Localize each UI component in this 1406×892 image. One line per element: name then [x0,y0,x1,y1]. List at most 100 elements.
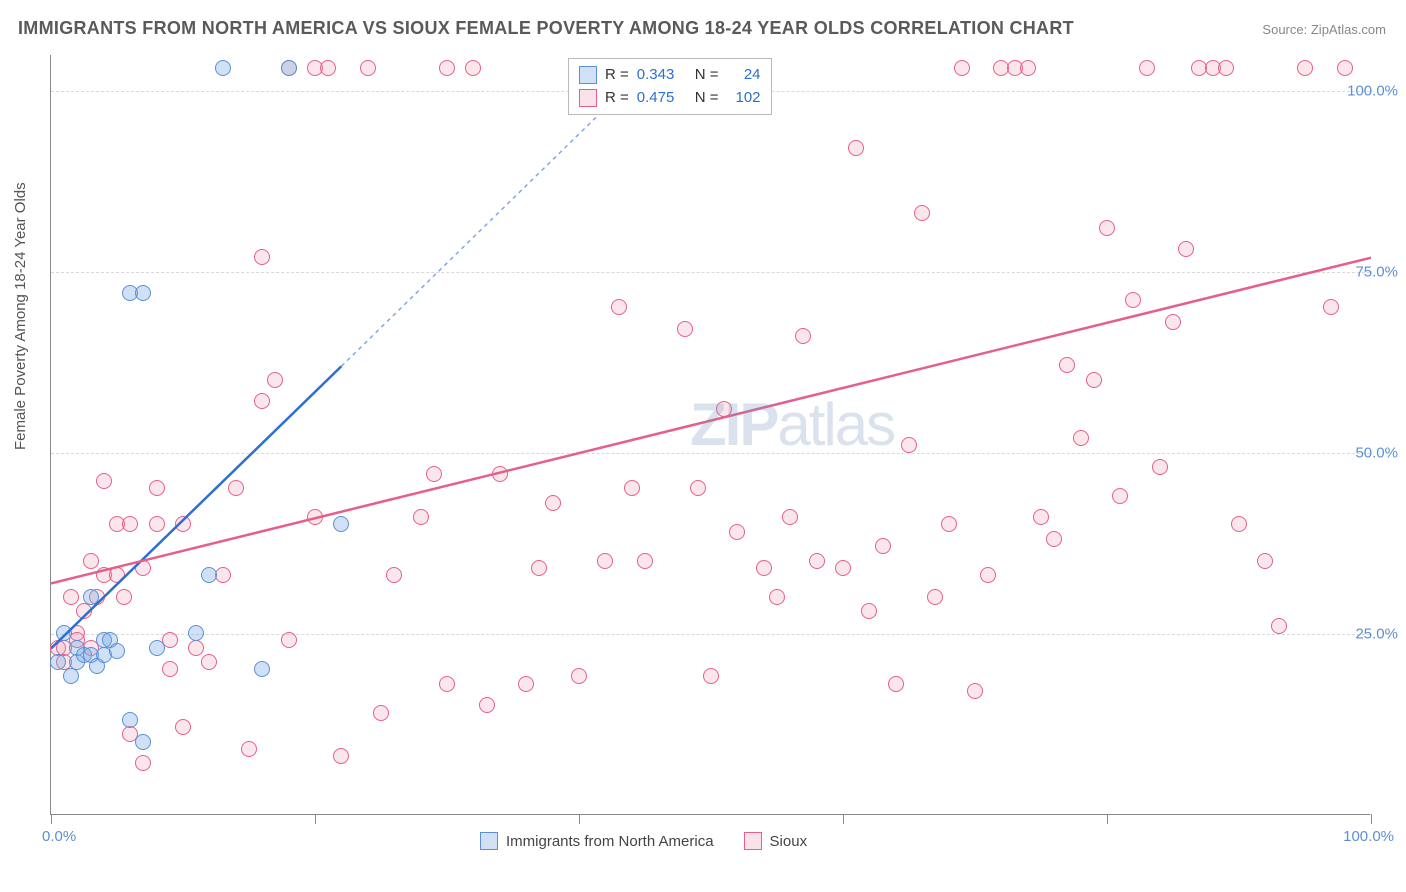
data-point [677,321,693,337]
data-point [307,509,323,525]
data-point [1337,60,1353,76]
legend-stat-row: R = 0.343 N = 24 [579,64,761,87]
data-point [1231,516,1247,532]
data-point [188,640,204,656]
data-point [201,567,217,583]
legend-n-value: 24 [727,64,761,87]
legend-swatch [480,832,498,850]
legend-n-value: 102 [727,87,761,110]
legend-r-value: 0.343 [637,64,687,87]
watermark: ZIPatlas [690,390,894,459]
data-point [109,643,125,659]
legend-r-label: R = [605,87,629,110]
data-point [967,683,983,699]
trend-line [51,366,341,648]
data-point [1257,553,1273,569]
data-point [201,654,217,670]
data-point [861,603,877,619]
data-point [624,480,640,496]
data-point [756,560,772,576]
data-point [254,249,270,265]
data-point [848,140,864,156]
data-point [63,589,79,605]
data-point [149,480,165,496]
data-point [83,553,99,569]
chart-title: IMMIGRANTS FROM NORTH AMERICA VS SIOUX F… [18,18,1074,39]
legend-n-label: N = [695,64,719,87]
source-attribution: Source: ZipAtlas.com [1262,22,1386,37]
data-point [175,516,191,532]
data-point [254,393,270,409]
data-point [809,553,825,569]
data-point [135,285,151,301]
data-point [1218,60,1234,76]
legend-item: Sioux [744,832,808,850]
data-point [135,755,151,771]
data-point [875,538,891,554]
data-point [56,625,72,641]
x-tick-label-right: 100.0% [1343,828,1394,845]
x-tick [51,814,52,824]
data-point [927,589,943,605]
data-point [888,676,904,692]
data-point [109,567,125,583]
data-point [571,668,587,684]
x-tick-label-left: 0.0% [42,828,76,845]
data-point [50,654,66,670]
data-point [1139,60,1155,76]
data-point [122,516,138,532]
legend-r-label: R = [605,64,629,87]
data-point [1099,220,1115,236]
legend-series-label: Immigrants from North America [506,833,714,850]
data-point [1059,357,1075,373]
x-tick [843,814,844,824]
data-point [228,480,244,496]
data-point [1271,618,1287,634]
source-label: Source: [1262,22,1307,37]
data-point [241,741,257,757]
data-point [267,372,283,388]
data-point [941,516,957,532]
data-point [545,495,561,511]
data-point [901,437,917,453]
data-point [254,661,270,677]
data-point [83,589,99,605]
gridline [51,272,1370,273]
data-point [703,668,719,684]
x-tick [1107,814,1108,824]
legend-n-label: N = [695,87,719,110]
data-point [1178,241,1194,257]
data-point [729,524,745,540]
legend-series-label: Sioux [770,833,808,850]
gridline [51,634,1370,635]
data-point [175,719,191,735]
data-point [835,560,851,576]
data-point [373,705,389,721]
data-point [1165,314,1181,330]
data-point [116,589,132,605]
y-tick-label: 75.0% [1355,264,1398,281]
x-tick [579,814,580,824]
data-point [690,480,706,496]
data-point [531,560,547,576]
data-point [135,560,151,576]
data-point [188,625,204,641]
data-point [1125,292,1141,308]
data-point [769,589,785,605]
legend-item: Immigrants from North America [480,832,714,850]
data-point [162,661,178,677]
data-point [1112,488,1128,504]
data-point [492,466,508,482]
legend-stat-row: R =0.475N =102 [579,87,761,110]
watermark-rest: atlas [777,391,894,458]
data-point [360,60,376,76]
data-point [954,60,970,76]
data-point [281,60,297,76]
source-link[interactable]: ZipAtlas.com [1311,22,1386,37]
data-point [386,567,402,583]
data-point [597,553,613,569]
data-point [135,734,151,750]
data-point [320,60,336,76]
data-point [1073,430,1089,446]
data-point [980,567,996,583]
